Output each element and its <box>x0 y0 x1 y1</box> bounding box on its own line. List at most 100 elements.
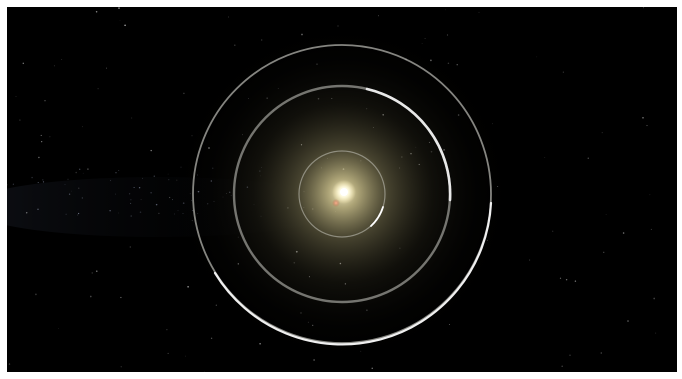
background-star <box>78 187 80 189</box>
background-star <box>25 212 28 214</box>
background-star <box>150 149 152 152</box>
background-star <box>562 71 564 73</box>
background-star <box>22 62 25 65</box>
background-star <box>96 270 98 272</box>
background-star <box>15 96 17 97</box>
background-star <box>650 228 652 230</box>
background-star <box>91 272 94 274</box>
inner-orbit-highlight <box>370 206 384 227</box>
companion-star <box>332 199 340 207</box>
background-star <box>167 352 169 354</box>
background-star <box>552 230 554 232</box>
background-star <box>142 177 143 179</box>
background-star <box>82 126 83 128</box>
background-star <box>627 320 629 322</box>
background-star <box>58 328 60 329</box>
background-star <box>106 67 107 69</box>
background-star <box>115 172 117 174</box>
background-star <box>643 7 644 9</box>
background-star <box>79 168 81 170</box>
background-star <box>130 199 132 201</box>
background-star <box>646 125 648 127</box>
background-star <box>166 329 168 331</box>
background-star <box>129 246 131 248</box>
background-star <box>124 24 126 27</box>
background-star <box>478 11 480 13</box>
background-star <box>38 156 40 159</box>
background-star <box>139 211 142 213</box>
background-star <box>228 16 229 18</box>
background-star <box>133 186 135 189</box>
background-star <box>42 179 44 181</box>
background-star <box>603 251 605 253</box>
background-star <box>71 190 72 192</box>
background-star <box>529 259 531 261</box>
background-star <box>35 293 37 296</box>
inner-orbit <box>298 150 386 238</box>
background-star <box>8 363 11 365</box>
background-star <box>95 10 98 13</box>
background-star <box>118 170 120 171</box>
background-star <box>75 171 77 174</box>
background-star <box>138 187 141 189</box>
background-star <box>587 157 589 159</box>
background-star <box>203 371 205 372</box>
background-star <box>378 15 379 17</box>
background-star <box>544 157 546 158</box>
background-star <box>210 337 213 339</box>
background-star <box>61 59 63 60</box>
background-star <box>601 132 603 134</box>
background-star <box>49 136 51 138</box>
background-star <box>67 178 69 180</box>
background-star <box>128 193 131 195</box>
background-star <box>31 176 33 179</box>
background-star <box>642 116 644 119</box>
background-star <box>153 175 156 177</box>
background-star <box>109 179 112 182</box>
orbit-scene <box>7 7 677 372</box>
background-star <box>89 295 92 298</box>
middle-orbit-highlight <box>365 87 452 202</box>
background-star <box>536 56 538 58</box>
background-star <box>130 215 132 217</box>
background-star <box>42 181 45 183</box>
background-star <box>19 119 21 121</box>
background-star <box>561 365 563 368</box>
background-star <box>600 352 602 354</box>
background-star <box>653 297 656 300</box>
background-star <box>53 65 55 67</box>
background-star <box>97 88 99 90</box>
outer-orbit <box>192 44 492 344</box>
background-star <box>37 181 39 184</box>
background-star <box>565 278 568 281</box>
background-star <box>12 183 14 185</box>
background-star <box>120 366 122 368</box>
background-star <box>649 194 651 196</box>
background-star <box>130 202 132 204</box>
background-star <box>65 213 67 215</box>
background-star <box>81 197 83 199</box>
background-star <box>77 212 80 215</box>
background-star <box>40 134 42 136</box>
background-star <box>445 9 446 11</box>
background-star <box>559 277 562 279</box>
background-star <box>119 20 121 22</box>
background-star <box>155 203 158 206</box>
background-star <box>234 44 236 46</box>
host-star-core <box>340 188 348 196</box>
background-star <box>82 172 84 174</box>
background-star <box>140 199 142 201</box>
background-star <box>446 34 449 36</box>
background-star <box>109 210 111 212</box>
background-star <box>44 100 46 102</box>
background-star <box>183 92 185 95</box>
background-star <box>37 208 39 210</box>
background-star <box>574 280 577 282</box>
outer-orbit-highlight <box>213 201 493 346</box>
background-star <box>150 192 152 194</box>
background-star <box>118 7 120 9</box>
background-star <box>118 212 120 214</box>
background-star <box>64 184 66 185</box>
background-star <box>77 214 79 216</box>
background-star <box>569 354 571 356</box>
